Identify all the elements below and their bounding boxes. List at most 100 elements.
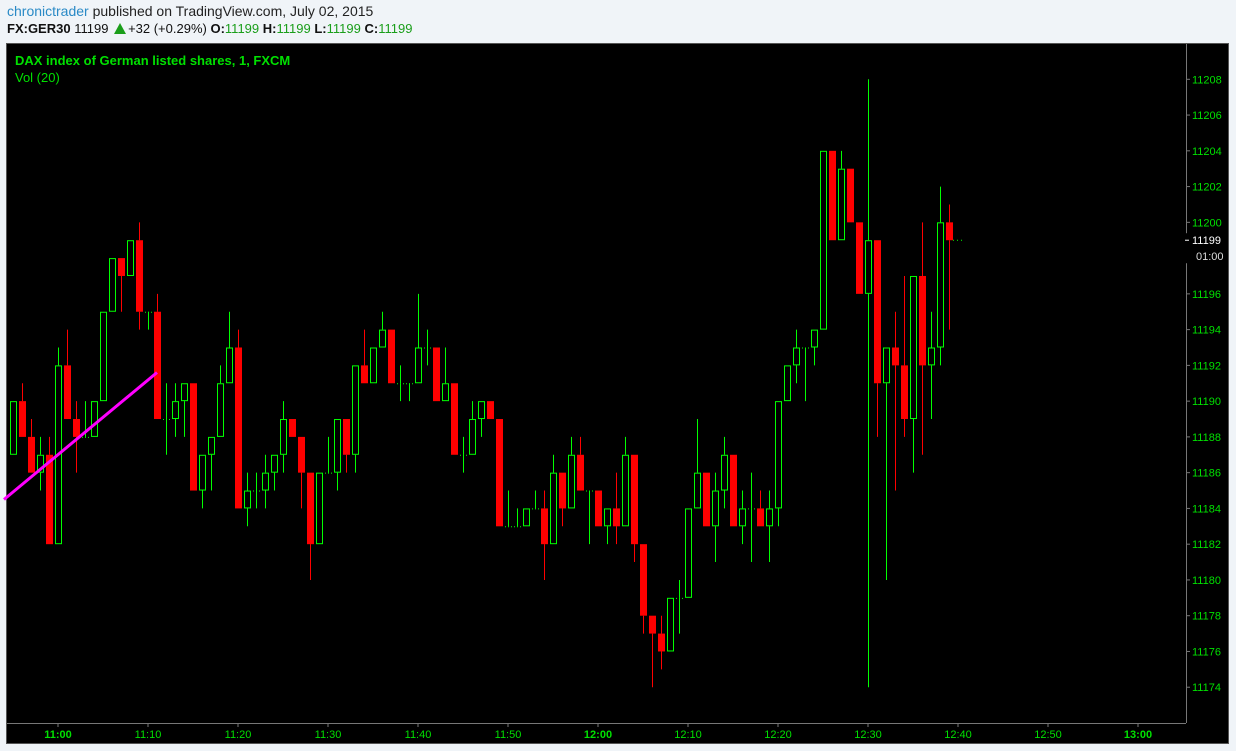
candle-body-down	[856, 222, 863, 294]
series-legend[interactable]: DAX index of German listed shares, 1, FX…	[15, 53, 291, 68]
candle	[694, 419, 701, 509]
y-tick-label: 11178	[1192, 611, 1221, 623]
candle-body-up	[721, 454, 728, 491]
candle	[532, 490, 539, 510]
candle-body-up	[226, 347, 233, 384]
x-tick-label: 11:10	[135, 729, 162, 741]
indicator-legend[interactable]: Vol (20)	[15, 70, 60, 85]
candle	[649, 615, 656, 688]
low-value: 11199	[326, 21, 361, 36]
candle-body-down	[190, 383, 197, 491]
candle	[559, 472, 566, 527]
candle	[172, 383, 179, 437]
candle	[118, 258, 125, 312]
candle	[730, 454, 737, 527]
chart-panel[interactable]	[6, 43, 1229, 744]
candle	[451, 383, 458, 455]
x-tick-label: 11:50	[495, 729, 522, 741]
published-text: published on TradingView.com, July 02, 2…	[92, 3, 374, 19]
candle	[604, 508, 611, 545]
y-tick-label: 11180	[1192, 575, 1221, 587]
candle	[100, 311, 107, 402]
candle-body-up	[694, 472, 701, 509]
candle-body-up	[523, 508, 530, 527]
current-price-label-bg	[1184, 233, 1228, 264]
candle	[586, 490, 593, 545]
candle-body-up	[604, 508, 611, 527]
candle-body-up	[442, 383, 449, 402]
candle-body-down	[649, 615, 656, 634]
candle	[568, 436, 575, 509]
candle	[289, 419, 296, 437]
candle	[334, 419, 341, 491]
candle	[892, 311, 899, 491]
x-tick-label: 11:30	[315, 729, 342, 741]
candle	[244, 472, 251, 527]
candle-body-down	[613, 508, 620, 527]
y-tick-label: 11202	[1192, 182, 1222, 194]
candle	[811, 329, 818, 366]
candle-body-down	[631, 454, 638, 545]
candle-body-up	[244, 490, 251, 509]
candle	[190, 383, 197, 491]
candle-body-up	[820, 150, 827, 330]
candle	[838, 150, 845, 241]
y-tick-label: 11200	[1192, 217, 1222, 229]
candle	[901, 275, 908, 437]
candle	[316, 472, 323, 545]
candle-body-down	[595, 490, 602, 527]
candle-body-up	[685, 508, 692, 598]
x-tick-label: 12:10	[674, 729, 702, 741]
x-tick-label: 12:30	[854, 729, 882, 741]
candle-body-down	[892, 347, 899, 366]
candle-body-up	[667, 597, 674, 652]
candle-body-down	[154, 311, 161, 420]
candle	[928, 311, 935, 420]
y-tick-label: 11208	[1192, 74, 1222, 86]
candle	[712, 472, 719, 563]
candle-body-up	[55, 365, 62, 545]
y-tick-label: 11182	[1192, 539, 1221, 551]
candle-body-up	[91, 401, 98, 437]
author-link[interactable]: chronictrader	[7, 3, 89, 19]
candle-body-up	[217, 383, 224, 437]
close-value: 11199	[378, 21, 413, 36]
symbol: FX:GER30	[7, 21, 71, 36]
candle-body-up	[478, 401, 485, 420]
candle	[73, 401, 80, 473]
candle	[676, 579, 683, 634]
candle-body-up	[775, 401, 782, 509]
candle	[253, 472, 260, 509]
candle-body-down	[235, 347, 242, 509]
symbol-quote-bar: FX:GER30 11199 +32 (+0.29%) O:11199 H:11…	[7, 21, 412, 36]
candle	[847, 168, 854, 223]
candle-body-down	[847, 168, 854, 223]
candle	[28, 419, 35, 473]
candle-body-up	[262, 472, 269, 491]
candle	[262, 454, 269, 509]
y-tick-label: 11188	[1192, 432, 1221, 444]
candle	[937, 186, 944, 366]
candle-body-down	[487, 401, 494, 420]
candle	[802, 347, 809, 402]
candle	[424, 329, 431, 366]
candle-body-down	[451, 383, 458, 455]
candle	[550, 454, 557, 545]
close-label: C:	[364, 21, 379, 36]
candle-body-up	[280, 419, 287, 455]
candle	[883, 347, 890, 580]
candle	[91, 401, 98, 437]
candle-body-down	[658, 633, 665, 652]
candle	[226, 311, 233, 384]
x-tick-label: 12:50	[1034, 729, 1062, 741]
candle-body-up	[37, 454, 44, 473]
candle	[748, 472, 755, 563]
candle-body-up	[469, 419, 476, 455]
candle	[235, 329, 242, 509]
candle-body-down	[757, 508, 764, 527]
bar-countdown: 01:00	[1196, 251, 1224, 263]
candle-body-up	[10, 401, 17, 455]
candle	[208, 436, 215, 491]
candle-body-down	[73, 419, 80, 437]
